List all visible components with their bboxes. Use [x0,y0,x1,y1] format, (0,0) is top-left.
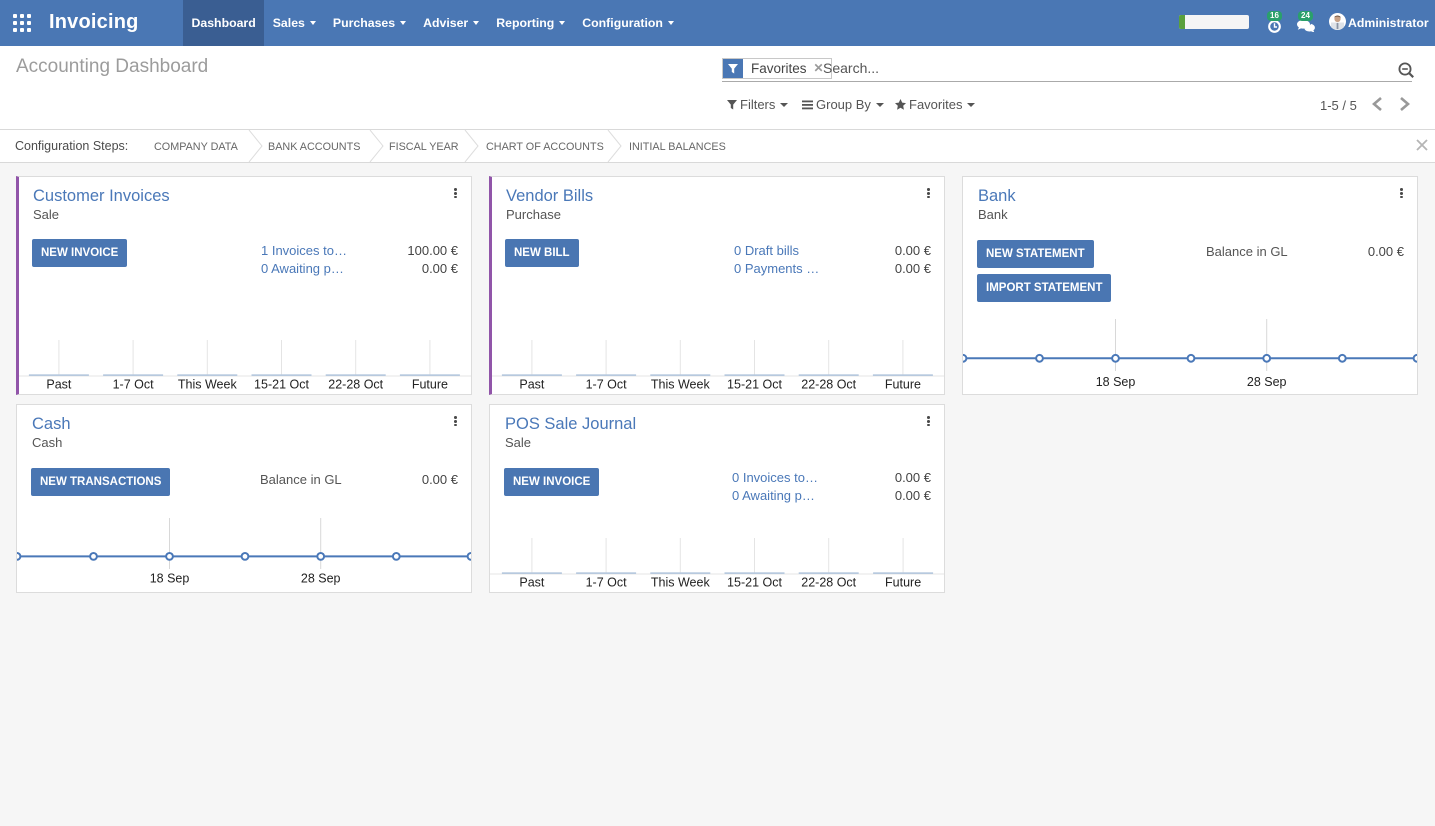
svg-text:28 Sep: 28 Sep [1247,375,1287,389]
svg-text:1-7 Oct: 1-7 Oct [586,378,628,392]
svg-text:18 Sep: 18 Sep [150,572,190,586]
svg-text:15-21 Oct: 15-21 Oct [254,378,309,392]
svg-text:1-7 Oct: 1-7 Oct [586,576,628,590]
svg-text:This Week: This Week [178,378,238,392]
svg-text:1-7 Oct: 1-7 Oct [113,378,155,392]
svg-text:18 Sep: 18 Sep [1096,375,1136,389]
svg-text:22-28 Oct: 22-28 Oct [801,378,856,392]
svg-text:15-21 Oct: 15-21 Oct [727,576,782,590]
svg-text:28 Sep: 28 Sep [301,572,341,586]
svg-text:This Week: This Week [651,576,711,590]
svg-text:Past: Past [519,576,545,590]
svg-text:Future: Future [412,378,448,392]
svg-text:15-21 Oct: 15-21 Oct [727,378,782,392]
svg-text:22-28 Oct: 22-28 Oct [328,378,383,392]
svg-text:Past: Past [519,378,545,392]
svg-text:This Week: This Week [651,378,711,392]
svg-text:Past: Past [46,378,72,392]
svg-text:Future: Future [885,378,921,392]
svg-text:Future: Future [885,576,921,590]
svg-text:22-28 Oct: 22-28 Oct [801,576,856,590]
